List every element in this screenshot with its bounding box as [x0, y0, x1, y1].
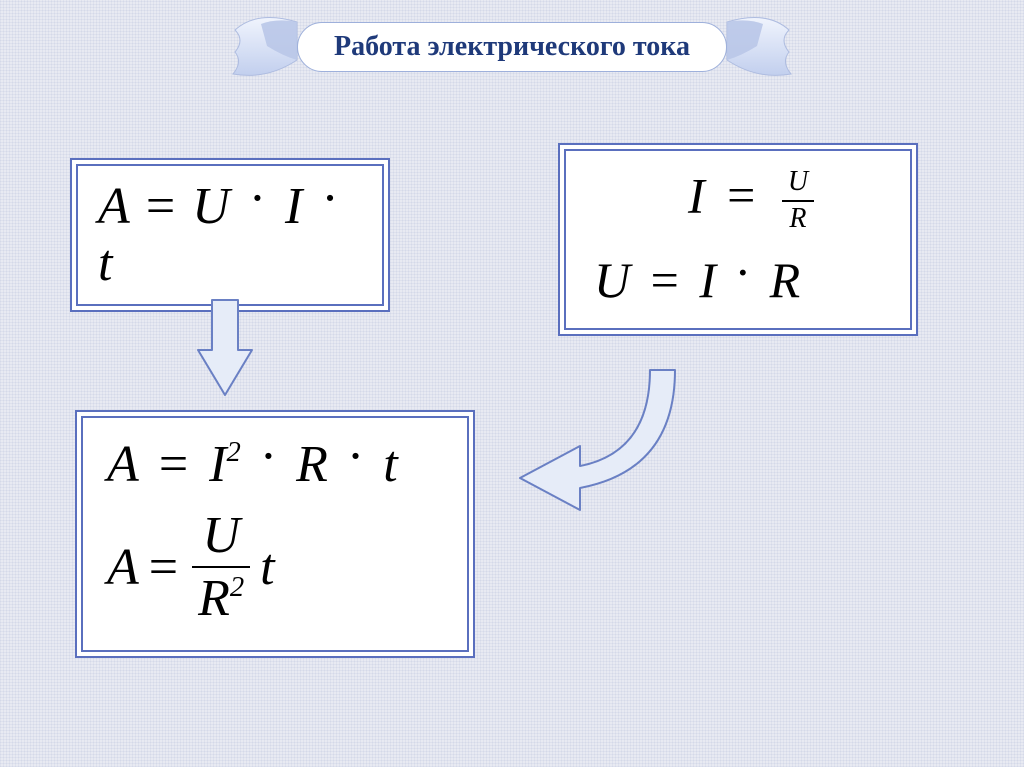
sym-eq: = — [139, 539, 188, 596]
sym-A: A — [107, 436, 138, 493]
fraction-U-over-R: U R — [782, 167, 814, 235]
formula-box-work: A = U · I · t — [70, 158, 390, 312]
formula-box-derived: A = I2 · R · t A = U R2 t — [75, 410, 475, 658]
sym-dot: · — [254, 428, 283, 485]
sym-dot: · — [315, 170, 344, 227]
formula-i2rt: A = I2 · R · t — [107, 436, 443, 493]
formula-work: A = U · I · t — [98, 178, 362, 292]
sym-t: t — [98, 235, 112, 292]
sym-U: U — [192, 507, 250, 566]
sym-A: A — [107, 539, 139, 596]
ribbon-right — [727, 12, 797, 82]
sym-t: t — [260, 539, 274, 596]
sym-I: I — [285, 178, 302, 235]
sym-dot: · — [728, 244, 757, 300]
sym-eq: = — [151, 436, 196, 493]
fraction-U-over-R2: U R2 — [192, 507, 250, 627]
sym-t: t — [383, 436, 397, 493]
den-R2: R2 — [192, 566, 250, 627]
sym-I: I — [688, 167, 705, 223]
sym-eq: = — [142, 178, 179, 235]
sym-eq: = — [717, 167, 765, 223]
sym-sup2: 2 — [230, 572, 244, 603]
sym-R: R — [770, 252, 801, 308]
formula-current: I = U R — [594, 167, 882, 235]
formula-voltage: U = I · R — [594, 253, 882, 308]
title-banner: Работа электрического тока — [227, 12, 797, 82]
sym-dot: · — [341, 428, 370, 485]
sym-I: I — [699, 252, 716, 308]
sym-I: I — [209, 436, 226, 493]
formula-u-over-r2-t: A = U R2 t — [107, 507, 443, 627]
sym-R: R — [198, 570, 230, 627]
sym-U: U — [594, 252, 630, 308]
ribbon-left — [227, 12, 297, 82]
sym-dot: · — [243, 170, 272, 227]
sym-R: R — [296, 436, 328, 493]
arrow-down-icon — [190, 295, 260, 410]
sym-A: A — [98, 178, 129, 235]
arrow-curve-left-icon — [500, 360, 690, 545]
sym-U: U — [192, 178, 230, 235]
sym-sup2: 2 — [226, 437, 240, 468]
sym-R: R — [782, 200, 814, 235]
page-title: Работа электрического тока — [297, 22, 727, 72]
sym-U: U — [782, 167, 814, 200]
sym-eq: = — [643, 252, 687, 308]
formula-box-ohm: I = U R U = I · R — [558, 143, 918, 336]
